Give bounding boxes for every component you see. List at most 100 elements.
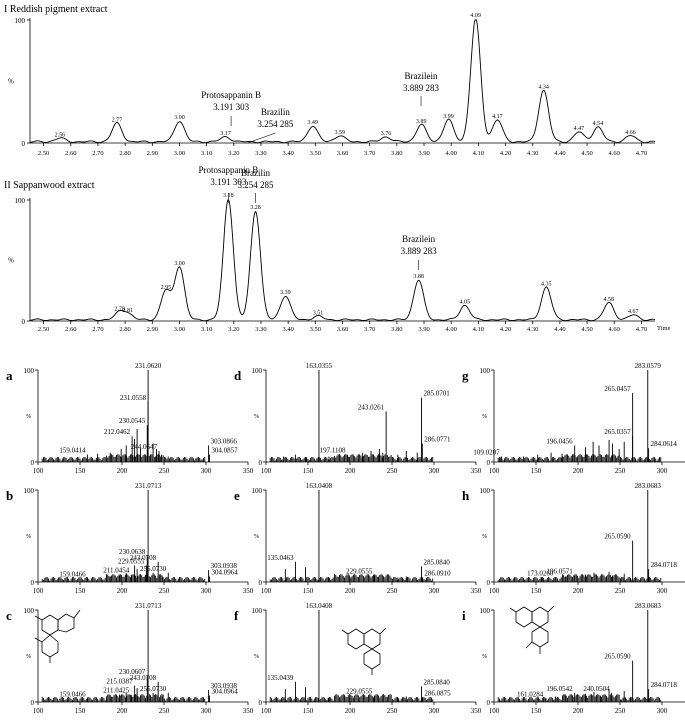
peak-mz-label: 244.0647 bbox=[131, 443, 158, 451]
peak-label: 4.35 bbox=[541, 281, 552, 287]
peak-mz-label: 283.0683 bbox=[635, 602, 662, 610]
x-tick-label: 250 bbox=[159, 587, 170, 595]
peak-mz-label: 229.0555 bbox=[346, 568, 373, 576]
x-tick-label: 150 bbox=[531, 707, 542, 715]
x-tick-label: 300 bbox=[429, 467, 440, 475]
peak-mz-label: 230.0545 bbox=[119, 417, 146, 425]
x-tick-label: 250 bbox=[615, 587, 626, 595]
x-tick-label: 150 bbox=[531, 467, 542, 475]
y-tick-label: 0 bbox=[31, 699, 35, 707]
x-tick-label: 200 bbox=[573, 467, 584, 475]
peak-mz-label: 240.0504 bbox=[583, 685, 610, 693]
chromatograms: I Reddish pigment extract 0 100% 2.50 2.60 2.… bbox=[4, 4, 671, 333]
compound-value-label: 3.889 283 bbox=[401, 246, 438, 256]
chromatogram-title: II Sappanwood extract bbox=[4, 180, 95, 191]
peak-mz-label: 284.0718 bbox=[651, 681, 678, 689]
y-tick-label: 100 bbox=[480, 487, 491, 495]
compound-value-label: 3.191 303 bbox=[210, 177, 247, 187]
x-tick-label: 3.00 bbox=[174, 150, 185, 157]
x-tick-label: 150 bbox=[303, 467, 314, 475]
peak-mz-label: 304.0964 bbox=[211, 688, 238, 696]
peak-mz-label: 135.0439 bbox=[267, 674, 294, 682]
x-tick-label: 350 bbox=[471, 467, 482, 475]
y-axis-label: % bbox=[26, 534, 31, 540]
x-tick-label: 100 bbox=[261, 707, 272, 715]
peak-mz-label: 286.0875 bbox=[424, 689, 451, 697]
x-tick-label: 3.80 bbox=[391, 150, 402, 157]
x-tick-label: 100 bbox=[489, 587, 500, 595]
mass-spectrum-i: i0100%100150200250300350161.0284196.0542… bbox=[462, 602, 685, 715]
chemical-structures bbox=[34, 605, 555, 675]
x-tick-label: 100 bbox=[489, 467, 500, 475]
x-tick-label: 3.90 bbox=[418, 326, 429, 333]
peak-mz-label: 304.0857 bbox=[211, 447, 238, 455]
x-tick-label: 250 bbox=[387, 467, 398, 475]
x-tick-label: 200 bbox=[573, 707, 584, 715]
x-tick-label: 4.00 bbox=[446, 326, 457, 333]
x-tick-label: 300 bbox=[657, 707, 668, 715]
x-tick-label: 300 bbox=[201, 467, 212, 475]
peak-label: 2.78 bbox=[114, 307, 125, 313]
x-tick-label: 3.60 bbox=[337, 326, 348, 333]
peak-mz-label: 286.0910 bbox=[424, 569, 451, 577]
peak-label: 4.17 bbox=[492, 114, 503, 120]
chromatogram-1: I Reddish pigment extract 0 100% 2.50 2.60 2.… bbox=[4, 4, 656, 157]
compound-name-label: Brazilin bbox=[261, 107, 290, 117]
x-tick-label: 3.70 bbox=[364, 326, 375, 333]
peak-label: 4.67 bbox=[628, 309, 639, 315]
peak-label: 4.47 bbox=[574, 126, 585, 132]
peak-mz-label: 211.0454 bbox=[103, 567, 129, 575]
peak-mz-label: 284.0614 bbox=[651, 440, 678, 448]
peak-mz-label: 265.0590 bbox=[604, 653, 631, 661]
x-tick-label: 2.80 bbox=[119, 326, 130, 333]
y-tick-label: 100 bbox=[480, 607, 491, 615]
peak-mz-label: 285.0701 bbox=[423, 390, 450, 398]
peak-label: 4.34 bbox=[538, 84, 549, 90]
x-tick-label: 2.90 bbox=[147, 150, 158, 157]
annotation-leader bbox=[247, 132, 276, 144]
y-tick-label: 100 bbox=[15, 197, 26, 205]
peak-label: 3.49 bbox=[307, 120, 318, 126]
y-tick-label: 100 bbox=[252, 367, 263, 375]
peak-label: 3.76 bbox=[381, 131, 392, 137]
chromatogram-title: I Reddish pigment extract bbox=[4, 4, 108, 15]
y-axis-label: % bbox=[482, 534, 487, 540]
peak-mz-label: 255.0730 bbox=[140, 685, 167, 693]
peak-label: 2.56 bbox=[55, 132, 66, 138]
peak-mz-label: 231.0713 bbox=[135, 482, 162, 490]
panel-letter: b bbox=[6, 488, 13, 503]
x-tick-label: 4.50 bbox=[581, 326, 592, 333]
brazilin-structure-image bbox=[341, 627, 387, 675]
x-tick-label: 3.30 bbox=[255, 326, 266, 333]
y-tick-label: 0 bbox=[259, 459, 263, 467]
x-tick-label: 250 bbox=[159, 467, 170, 475]
y-tick-label: 0 bbox=[22, 140, 26, 148]
peak-mz-label: 304.0964 bbox=[211, 568, 238, 576]
x-tick-label: 100 bbox=[489, 707, 500, 715]
x-tick-label: 150 bbox=[303, 587, 314, 595]
y-tick-label: 0 bbox=[259, 579, 263, 587]
y-axis-label: % bbox=[8, 78, 14, 86]
y-tick-label: 0 bbox=[487, 579, 491, 587]
peak-label: 3.17 bbox=[220, 131, 231, 137]
x-axis-label: Time bbox=[657, 325, 671, 332]
panel-letter: c bbox=[6, 608, 12, 623]
peak-mz-label: 283.0579 bbox=[635, 362, 662, 370]
peak-mz-label: 265.0590 bbox=[604, 533, 631, 541]
x-tick-label: 4.70 bbox=[636, 326, 647, 333]
x-tick-label: 300 bbox=[657, 467, 668, 475]
y-tick-label: 100 bbox=[15, 17, 26, 25]
y-tick-label: 0 bbox=[487, 699, 491, 707]
x-tick-label: 4.10 bbox=[473, 326, 484, 333]
x-tick-label: 350 bbox=[471, 587, 482, 595]
y-tick-label: 100 bbox=[24, 487, 35, 495]
x-tick-label: 2.90 bbox=[147, 326, 158, 333]
x-tick-label: 4.40 bbox=[554, 326, 565, 333]
y-axis-label: % bbox=[8, 257, 14, 265]
y-axis-label: % bbox=[254, 534, 259, 540]
panel-letter: d bbox=[234, 368, 242, 383]
x-tick-label: 100 bbox=[33, 587, 44, 595]
peak-mz-label: 284.0718 bbox=[651, 561, 678, 569]
panel-letter: e bbox=[234, 488, 240, 503]
